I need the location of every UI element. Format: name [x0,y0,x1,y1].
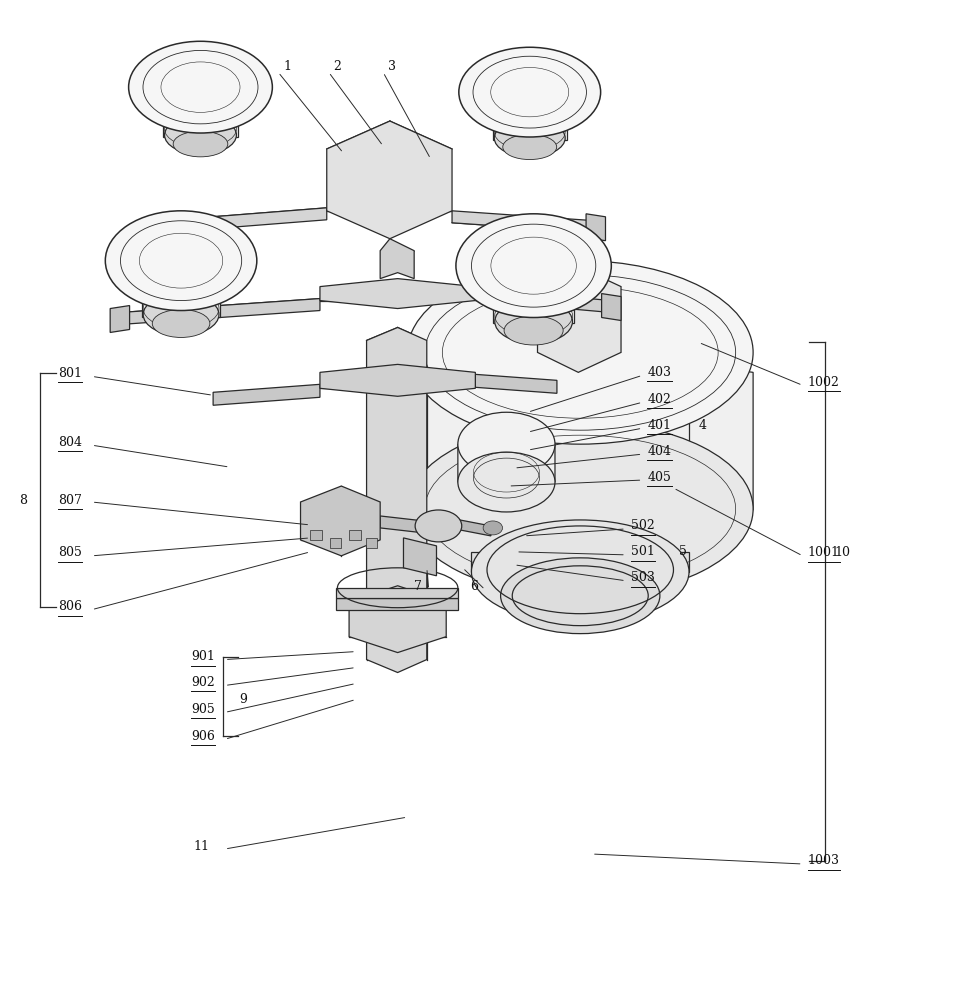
Polygon shape [326,121,452,239]
Ellipse shape [129,41,273,133]
Ellipse shape [105,211,257,311]
Ellipse shape [505,316,563,345]
Polygon shape [129,87,273,95]
Polygon shape [380,239,414,279]
Polygon shape [163,93,238,137]
Polygon shape [105,261,257,269]
Text: 502: 502 [631,519,655,532]
Polygon shape [319,364,475,396]
Text: 8: 8 [19,494,27,507]
Text: 5: 5 [679,545,688,558]
Text: 1002: 1002 [807,376,840,389]
Polygon shape [538,267,621,372]
Ellipse shape [152,310,209,337]
Bar [311,530,321,540]
Ellipse shape [501,558,659,634]
Text: 905: 905 [191,703,214,716]
Ellipse shape [458,452,555,512]
Polygon shape [213,384,319,405]
Ellipse shape [407,421,753,597]
Polygon shape [319,279,475,309]
Ellipse shape [456,214,612,318]
Polygon shape [110,306,130,332]
Ellipse shape [458,412,555,476]
Polygon shape [336,598,458,610]
Polygon shape [407,348,753,535]
Polygon shape [162,208,326,233]
Text: 901: 901 [191,650,214,663]
Ellipse shape [165,116,237,154]
Polygon shape [366,327,427,673]
Text: 403: 403 [648,366,671,379]
Polygon shape [602,294,621,320]
Text: 9: 9 [240,693,247,706]
Polygon shape [152,214,171,241]
Text: 801: 801 [57,367,82,380]
Text: 805: 805 [57,546,82,559]
Text: 1003: 1003 [807,854,840,867]
Polygon shape [120,299,319,324]
Ellipse shape [459,47,601,137]
Bar [329,538,341,548]
Text: 3: 3 [388,60,396,73]
Polygon shape [380,516,432,534]
Text: 503: 503 [631,571,655,584]
Polygon shape [336,588,458,598]
Text: 6: 6 [470,580,478,593]
Polygon shape [403,538,436,576]
Ellipse shape [173,131,228,157]
Polygon shape [493,272,574,323]
Polygon shape [141,267,220,317]
Text: 7: 7 [414,580,422,593]
Polygon shape [458,444,555,490]
Bar [349,530,360,540]
Text: 902: 902 [191,676,214,689]
Text: 401: 401 [648,419,671,432]
Text: 1001: 1001 [807,546,840,559]
Text: 2: 2 [333,60,342,73]
Ellipse shape [407,261,753,444]
Text: 906: 906 [191,730,214,743]
Ellipse shape [495,300,573,343]
Polygon shape [586,214,606,241]
Bar [365,538,377,548]
Text: 405: 405 [648,471,671,484]
Ellipse shape [471,520,689,624]
Text: 402: 402 [648,393,671,406]
Text: 807: 807 [57,494,82,507]
Text: 501: 501 [631,545,655,558]
Text: 4: 4 [698,419,707,432]
Text: 404: 404 [648,445,671,458]
Polygon shape [452,211,596,233]
Text: 806: 806 [57,600,82,613]
Polygon shape [349,586,446,653]
Ellipse shape [415,510,462,542]
Polygon shape [301,486,380,556]
Ellipse shape [483,521,503,535]
Ellipse shape [503,134,557,160]
Text: 10: 10 [835,546,850,559]
Polygon shape [459,92,601,100]
Polygon shape [456,266,612,274]
Text: 804: 804 [57,436,82,449]
Polygon shape [475,374,557,393]
Polygon shape [475,289,612,313]
Ellipse shape [494,119,565,157]
Text: 1: 1 [283,60,291,73]
Polygon shape [471,552,689,572]
Text: 11: 11 [194,840,209,853]
Polygon shape [493,98,567,140]
Ellipse shape [143,294,219,335]
Polygon shape [460,520,491,536]
